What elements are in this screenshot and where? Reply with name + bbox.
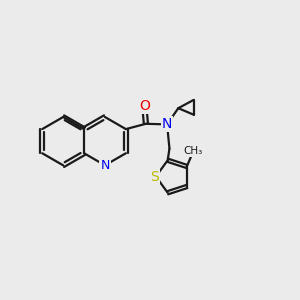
Text: N: N — [162, 117, 172, 131]
Text: S: S — [150, 170, 159, 184]
Text: N: N — [100, 159, 110, 172]
Text: O: O — [139, 98, 150, 112]
Text: CH₃: CH₃ — [184, 146, 203, 156]
